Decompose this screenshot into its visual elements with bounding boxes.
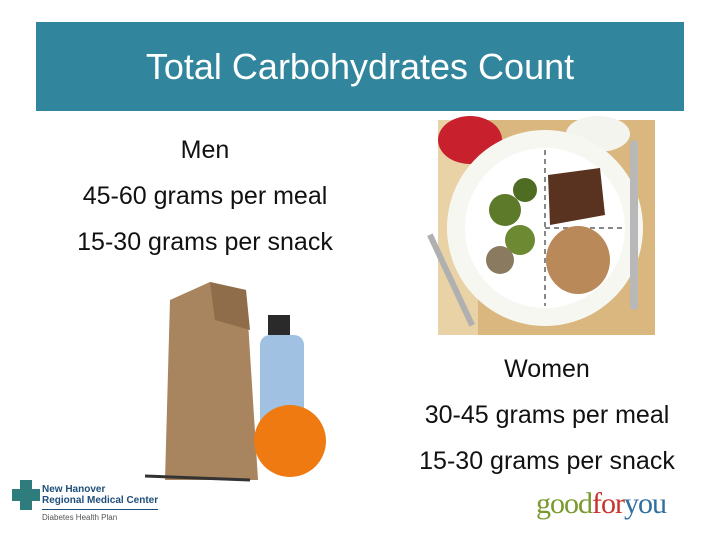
- men-line: 45-60 grams per meal: [82, 182, 328, 210]
- plate-photo: [427, 116, 655, 335]
- men-heading: Men: [180, 136, 230, 164]
- hospital-logo: New Hanover Regional Medical Center Diab…: [42, 484, 159, 523]
- women-heading: Women: [504, 355, 590, 383]
- men-line: 15-30 grams per snack: [77, 228, 333, 256]
- brand-part: you: [623, 487, 667, 520]
- title-bar: Total Carbohydrates Count: [36, 22, 684, 111]
- lunch-bag: [144, 282, 258, 482]
- hospital-logo-icon: [12, 480, 40, 510]
- brand-part: for: [592, 487, 625, 520]
- brand-logo: goodforyou: [536, 487, 667, 521]
- logo-text: Regional Medical Center: [42, 495, 159, 506]
- women-block: Women 30-45 grams per meal 15-30 grams p…: [392, 346, 702, 484]
- women-line: 15-30 grams per snack: [419, 447, 675, 475]
- men-block: Men 45-60 grams per meal 15-30 grams per…: [40, 127, 370, 265]
- orange: [254, 405, 326, 477]
- logo-text: New Hanover: [42, 484, 106, 495]
- slide-title: Total Carbohydrates Count: [145, 45, 575, 87]
- logo-subtext: Diabetes Health Plan: [42, 509, 159, 523]
- women-line: 30-45 grams per meal: [424, 401, 670, 429]
- brand-part: good: [536, 487, 593, 520]
